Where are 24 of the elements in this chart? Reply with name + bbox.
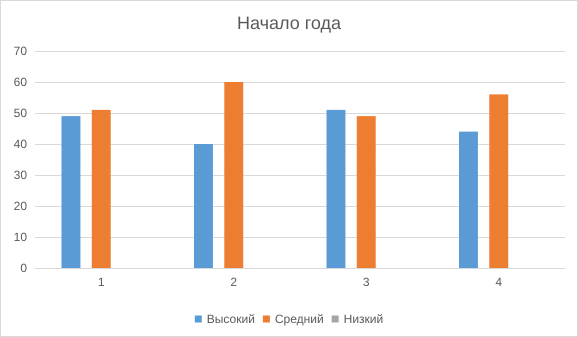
y-tick-label: 60	[14, 75, 28, 89]
bar	[326, 110, 346, 268]
bar	[224, 82, 244, 268]
y-tick-label: 40	[14, 137, 28, 151]
x-tick-label: 2	[230, 275, 238, 289]
bar	[194, 144, 213, 268]
legend-label: Средний	[274, 312, 324, 326]
y-tick-label: 20	[14, 199, 28, 213]
y-tick-label: 30	[14, 168, 28, 182]
y-tick-label: 0	[20, 261, 28, 275]
x-tick-label: 3	[362, 275, 370, 289]
bar	[62, 116, 80, 268]
bar	[356, 116, 376, 268]
bar	[92, 110, 111, 268]
x-tick-label: 4	[495, 275, 502, 289]
legend-label: Низкий	[344, 312, 384, 326]
x-tick-label: 1	[98, 275, 105, 289]
bar	[489, 94, 508, 268]
y-tick-label: 10	[14, 230, 28, 244]
bar	[459, 132, 478, 268]
legend-label: Высокий	[206, 312, 255, 326]
y-tick-label: 50	[14, 106, 28, 120]
chart-title: Начало года	[236, 13, 342, 33]
y-tick-label: 70	[14, 44, 28, 58]
